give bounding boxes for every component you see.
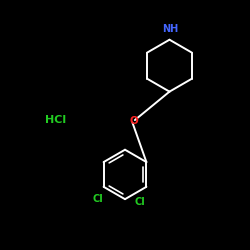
Text: Cl: Cl (135, 197, 146, 207)
Text: Cl: Cl (92, 194, 103, 204)
Text: HCl: HCl (45, 115, 66, 125)
Text: O: O (129, 116, 138, 126)
Text: NH: NH (162, 24, 179, 34)
